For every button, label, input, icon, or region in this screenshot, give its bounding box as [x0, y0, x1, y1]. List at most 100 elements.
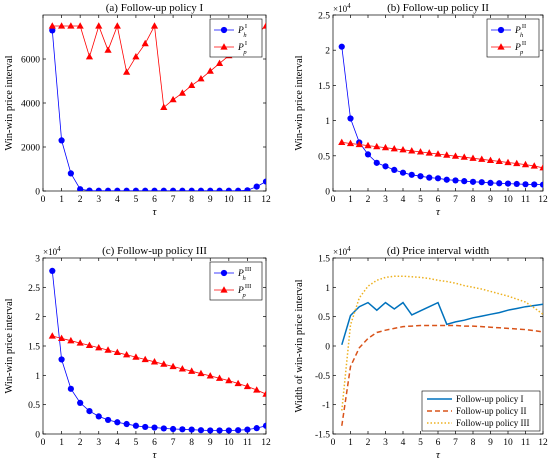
data-point: [48, 332, 56, 339]
y-tick-label: 3: [35, 255, 40, 265]
data-point: [141, 355, 149, 363]
data-point: [495, 157, 503, 165]
data-point: [95, 187, 102, 191]
data-point: [160, 187, 167, 191]
data-point: [95, 22, 103, 29]
data-point: [150, 358, 159, 365]
data-point: [235, 427, 242, 434]
x-tick-label: 5: [134, 195, 139, 205]
data-point: [77, 399, 84, 407]
data-point: [76, 22, 84, 29]
x-tick-label: 1: [59, 438, 64, 448]
chart-title: (a) Follow-up policy I: [106, 2, 204, 14]
x-tick-label: 7: [453, 438, 458, 448]
legend-label: Follow-up policy III: [456, 418, 530, 428]
data-point: [244, 187, 251, 191]
y-tick-label: 6000: [21, 56, 40, 66]
y-tick-label: 0: [35, 431, 40, 441]
data-point: [206, 372, 214, 379]
data-point: [57, 334, 66, 341]
legend-label: Follow-up policy I: [456, 394, 524, 404]
series-line: [341, 324, 543, 426]
x-tick-label: 6: [436, 195, 441, 205]
data-point: [169, 425, 177, 433]
x-tick-label: 4: [401, 438, 406, 448]
legend-label: PI p: [237, 40, 247, 56]
legend-item: PI p: [214, 40, 247, 56]
x-tick-label: 2: [78, 438, 83, 448]
y-tick-label: 0.5: [318, 313, 330, 323]
x-tick-label: 0: [331, 438, 336, 448]
y-tick-label: 0: [325, 188, 330, 198]
x-tick-label: 7: [171, 438, 176, 448]
x-tick-label: 9: [488, 195, 493, 205]
x-axis-label: τ: [153, 206, 158, 218]
x-tick-label: 0: [41, 195, 46, 205]
data-point: [434, 150, 442, 157]
data-point: [338, 138, 346, 146]
legend-item: Follow-up policy III: [427, 418, 530, 428]
y-tick-label: 0: [325, 343, 330, 353]
data-point: [253, 386, 261, 393]
x-tick-label: 7: [453, 195, 458, 205]
data-point: [151, 187, 158, 191]
data-point: [225, 427, 232, 434]
data-point: [188, 426, 195, 433]
data-point: [123, 351, 131, 358]
data-point: [49, 267, 56, 275]
legend-box: [209, 261, 263, 301]
legend-box: [421, 390, 541, 432]
data-point: [104, 187, 112, 191]
data-point: [381, 143, 390, 151]
data-point: [206, 67, 214, 74]
data-point: [346, 139, 355, 147]
data-point: [478, 179, 485, 186]
x-tick-label: 11: [521, 438, 530, 448]
x-tick-label: 7: [171, 195, 176, 205]
data-point: [461, 178, 468, 185]
x-tick-label: 12: [261, 438, 271, 448]
y-tick-label: 4000: [21, 100, 40, 110]
data-point: [114, 187, 121, 191]
x-tick-label: 12: [538, 195, 548, 205]
x-tick-label: 5: [418, 438, 423, 448]
data-point: [244, 426, 251, 433]
x-tick-label: 1: [348, 195, 353, 205]
legend-marker: [497, 43, 505, 50]
x-tick-label: 2: [78, 195, 83, 205]
y-tick-label: 2.5: [318, 12, 330, 22]
legend-marker: [220, 26, 228, 34]
data-point: [487, 179, 494, 187]
data-point: [197, 427, 205, 434]
data-point: [364, 141, 372, 149]
data-point: [85, 341, 94, 349]
data-point: [104, 46, 112, 53]
x-tick-label: 6: [436, 438, 441, 448]
y-tick-label: 1.5: [28, 343, 40, 353]
y-axis-label: Win-win price interval: [4, 298, 15, 393]
y-tick-label: -0.5: [315, 372, 330, 382]
data-point: [530, 162, 538, 169]
data-point: [338, 43, 345, 50]
data-point: [382, 163, 389, 170]
x-tick-label: 11: [243, 438, 252, 448]
data-point: [253, 183, 260, 190]
data-point: [104, 416, 112, 424]
x-tick-label: 8: [471, 438, 476, 448]
y-tick-label: 2: [35, 313, 40, 323]
data-point: [373, 159, 380, 166]
data-point: [469, 154, 477, 161]
data-point: [179, 187, 186, 191]
x-tick-label: 6: [152, 195, 157, 205]
x-tick-label: 12: [538, 438, 548, 448]
data-point: [262, 22, 266, 29]
x-tick-label: 9: [488, 438, 493, 448]
x-tick-label: 12: [261, 195, 271, 205]
data-point: [197, 369, 205, 377]
data-point: [408, 171, 415, 178]
y-axis-label: Width of win-win price interval: [294, 279, 305, 412]
x-tick-label: 8: [471, 195, 476, 205]
data-point: [234, 379, 242, 387]
